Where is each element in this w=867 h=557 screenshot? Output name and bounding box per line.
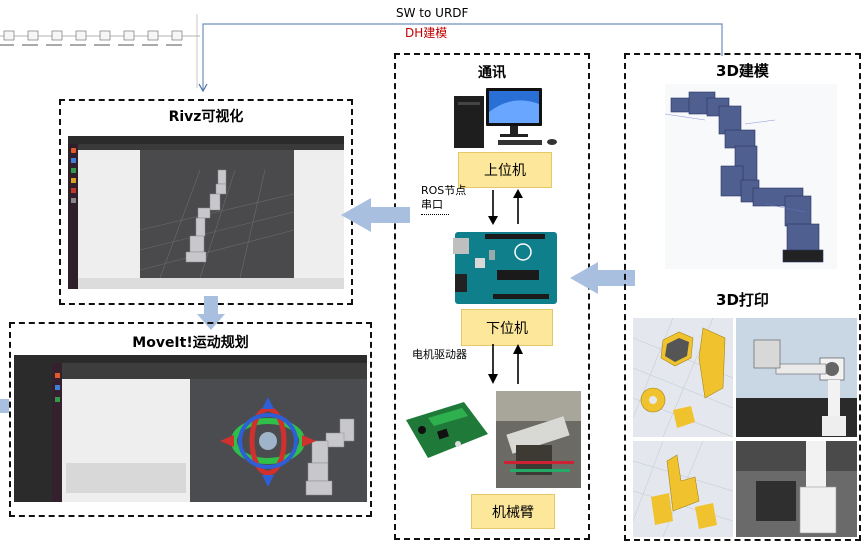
- modeling-3d-title: 3D建模: [716, 62, 769, 80]
- moveit-screenshot: [14, 355, 367, 502]
- serial-underline: [421, 214, 449, 215]
- lower-computer-box: 下位机: [461, 309, 553, 346]
- tf-tree-graph: [0, 30, 200, 46]
- sw-to-urdf-label: SW to URDF: [396, 6, 469, 20]
- comm-box: [394, 53, 590, 540]
- robot-arm-photo: [496, 391, 581, 488]
- robot-arm-box: 机械臂: [471, 494, 555, 529]
- rviz-screenshot: [68, 136, 344, 289]
- tf-tree-thumbnail: [0, 22, 200, 58]
- arduino-board-icon: [453, 232, 557, 304]
- cad-model-render: [665, 84, 837, 269]
- rviz-title: Rivz可视化: [168, 109, 244, 125]
- moveit-box: [9, 322, 372, 517]
- ros-node-label: ROS节点: [421, 184, 467, 197]
- left-edge-arrow-stub: [0, 399, 9, 413]
- computer-icon: [454, 88, 557, 148]
- rviz-grid: [140, 169, 294, 278]
- motor-driver-label: 电机驱动器: [412, 348, 467, 361]
- arrow-modeling-to-comm: [570, 262, 635, 294]
- arrow-comm-to-rviz: [341, 198, 410, 232]
- slicer-view-bottom: [633, 441, 733, 537]
- comm-title: 通讯: [478, 65, 506, 81]
- serial-label: 串口: [421, 198, 443, 211]
- moveit-title: MoveIt!运动规划: [132, 335, 249, 351]
- sw-to-urdf-line: [202, 23, 723, 90]
- arrow-rviz-to-moveit: [197, 296, 225, 330]
- arrows-lower-arm: [488, 344, 523, 384]
- printed-arm-photo: [736, 318, 857, 437]
- modeling-print-title: 3D打印: [716, 291, 769, 309]
- dh-modeling-label: DH建模: [405, 26, 448, 40]
- slicer-view-top: [633, 318, 733, 437]
- modeling-box: [624, 53, 861, 541]
- printed-arm-base-photo: [736, 441, 857, 537]
- rviz-3d-view: [140, 150, 294, 278]
- arrows-upper-lower: [488, 189, 523, 225]
- upper-computer-box: 上位机: [458, 152, 552, 188]
- motor-driver-board-icon: [406, 402, 488, 458]
- moveit-interactive-marker: [220, 397, 355, 496]
